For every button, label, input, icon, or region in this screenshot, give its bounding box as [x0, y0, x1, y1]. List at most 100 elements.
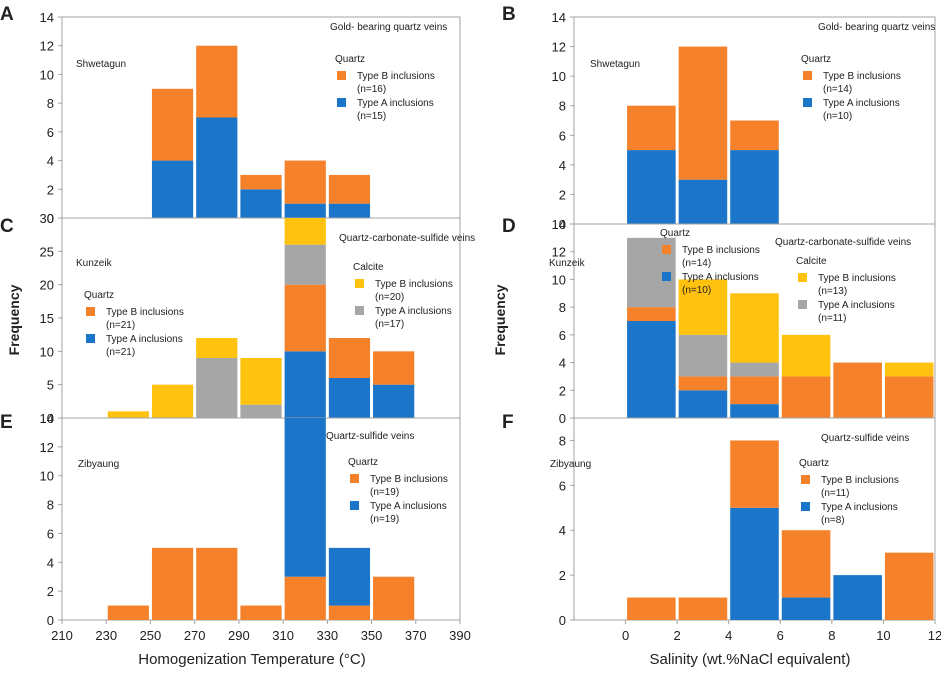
y-tick-label: 25 [40, 244, 54, 259]
bar-segment [240, 605, 282, 620]
bar-segment [781, 530, 831, 598]
bar-segment [678, 376, 728, 391]
y-tick-label: 15 [40, 311, 54, 326]
bar-segment [196, 117, 238, 218]
legend-count: (n=11) [821, 488, 849, 499]
legend-swatch [337, 98, 346, 107]
legend-label: Type B inclusions [818, 273, 896, 284]
y-tick-label: 14 [552, 10, 566, 25]
y-tick-label: 6 [559, 478, 566, 493]
y-tick-label: 10 [40, 344, 54, 359]
y-tick-label: 0 [47, 411, 54, 426]
bar-segment [627, 307, 676, 321]
panel-B: 0 2 4 6 8 10 12 14 B Gold- bearing quartz veins Sh… [502, 4, 936, 232]
legend-swatch [803, 98, 812, 107]
bar-segment [196, 45, 238, 118]
legend-swatch [355, 306, 364, 315]
bar-segment [151, 547, 194, 620]
vein-type-label: Quartz-carbonate-sulfide veins [339, 233, 475, 244]
bar-segment [284, 218, 326, 245]
legend-label: Type B inclusions [106, 307, 184, 318]
y-tick-label: 12 [40, 440, 54, 455]
panel-letter: F [502, 412, 514, 433]
y-tick-label: 30 [40, 211, 54, 226]
legend-label: Type B inclusions [682, 245, 760, 256]
panel-C: 0 5 10 15 20 25 30 C Quartz-carbonate-sulfide ve… [0, 211, 475, 426]
bar-segment [151, 384, 194, 418]
legend-count: (n=11) [818, 313, 846, 324]
bar-segment [833, 362, 882, 418]
vein-type-label: Gold- bearing quartz veins [330, 22, 447, 33]
legend-title: Quartz [348, 457, 378, 468]
panel-letter: D [502, 216, 516, 237]
y-tick-label: 0 [559, 411, 566, 426]
legend-count: (n=14) [823, 84, 852, 95]
legend-count: (n=20) [375, 292, 404, 303]
legend-label: Type B inclusions [370, 474, 448, 485]
bar-segment [627, 150, 676, 224]
vein-type-label: Gold- bearing quartz veins [818, 22, 935, 33]
bar-segment [107, 605, 149, 620]
bar-segment [284, 203, 326, 218]
y-tick-label: 0 [47, 211, 54, 226]
bar-segment [833, 575, 882, 620]
legend-swatch [355, 279, 364, 288]
legend-count: (n=21) [106, 347, 135, 358]
y-tick-label: 6 [559, 328, 566, 343]
bar-segment [151, 88, 194, 161]
y-tick-label: 4 [559, 356, 566, 371]
bar-segment [240, 174, 282, 190]
bar-segment [884, 376, 934, 418]
legend-swatch [86, 307, 95, 316]
legend-swatch [801, 502, 810, 511]
x-tick-label: 8 [828, 628, 835, 643]
bar-segment [627, 597, 676, 620]
legend-count: (n=16) [357, 84, 386, 95]
bar-segment [284, 284, 326, 352]
legend-label: Type A inclusions [821, 502, 898, 513]
legend-label: Type A inclusions [375, 306, 452, 317]
legend-label: Type B inclusions [821, 475, 899, 486]
legend-title: Quartz [335, 54, 365, 65]
bar-segment [240, 358, 282, 405]
bar-segment [730, 404, 779, 418]
x-tick-label: 290 [228, 628, 250, 643]
vein-type-label: Quartz-carbonate-sulfide veins [775, 237, 911, 248]
bar-segment [730, 293, 779, 363]
bar-segment [328, 378, 371, 418]
y-tick-label: 10 [552, 272, 566, 287]
legend-swatch [662, 245, 671, 254]
y-tick-label: 14 [40, 411, 54, 426]
bar-segment [328, 547, 371, 606]
y-tick-label: 10 [552, 69, 566, 84]
x-tick-label: 2 [674, 628, 681, 643]
panel-A: 0 2 4 6 8 10 12 14 A Gold- bearing quartz veins Sh… [0, 4, 461, 226]
panel-F: 0 2 4 6 8 0 2 4 6 8 10 12 F Quartz-sulfide veins Zibya… [502, 412, 941, 643]
legend-count: (n=13) [818, 286, 847, 297]
legend-count: (n=19) [370, 514, 399, 525]
legend-title: Calcite [353, 262, 384, 273]
locality-label: Shwetagun [76, 59, 126, 70]
bar-segment [373, 351, 415, 385]
bar-segment [678, 597, 728, 620]
bar-segment [107, 411, 149, 418]
bar-segment [730, 440, 779, 508]
x-tick-label: 6 [777, 628, 784, 643]
y-tick-label: 8 [559, 300, 566, 315]
y-tick-label: 5 [47, 378, 54, 393]
y-tick-label: 2 [47, 182, 54, 197]
bar-segment [678, 279, 728, 335]
legend-swatch [798, 273, 807, 282]
y-tick-label: 4 [47, 154, 54, 169]
y-tick-label: 6 [47, 526, 54, 541]
x-axis-title-temperature: Homogenization Temperature (°C) [138, 651, 366, 668]
bar-segment [627, 321, 676, 418]
panel-letter: C [0, 216, 14, 237]
bar-segment [730, 362, 779, 377]
x-tick-label: 10 [876, 628, 890, 643]
panel-letter: B [502, 4, 516, 25]
y-tick-label: 6 [559, 128, 566, 143]
y-tick-label: 14 [40, 10, 54, 25]
legend-swatch [86, 334, 95, 343]
